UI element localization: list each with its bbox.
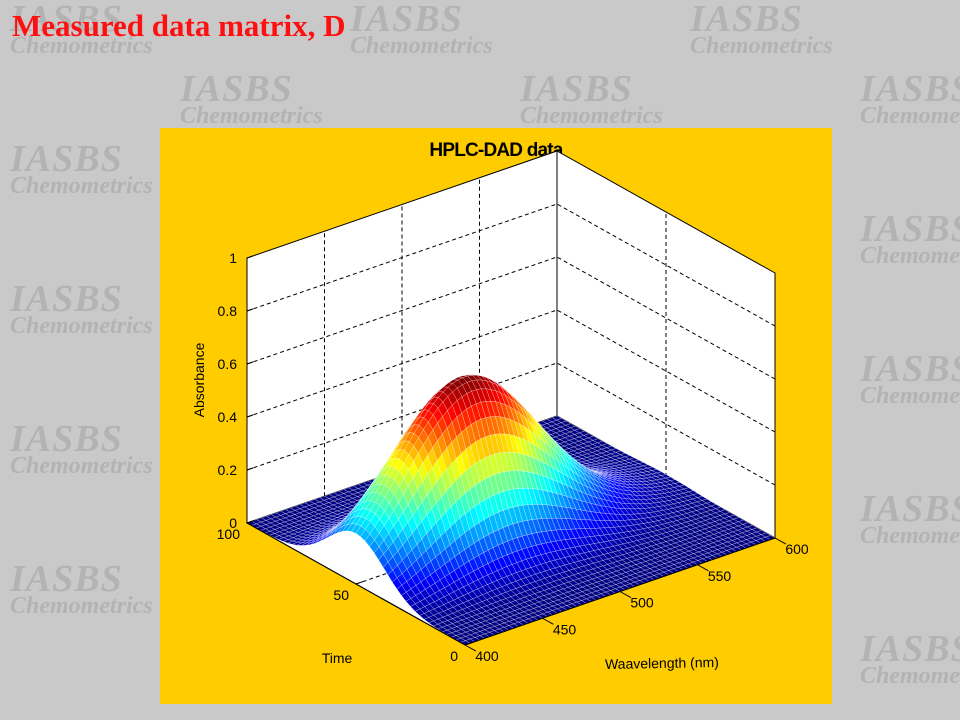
z-tick-mark [246, 414, 254, 418]
z-tick-mark [246, 255, 254, 259]
x-tick-mark [542, 617, 554, 625]
x-tick-label: 400 [475, 648, 499, 664]
grid-line [246, 256, 558, 365]
z-tick-label: 0.2 [218, 462, 238, 478]
y-axis-label: Time [322, 650, 353, 666]
slide-title: Measured data matrix, D [12, 8, 346, 43]
x-axis-label: Waavelength (nm) [605, 654, 719, 672]
z-tick-label: 0.4 [218, 409, 238, 425]
x-tick-mark [774, 537, 787, 545]
z-tick-label: 0.8 [218, 303, 238, 319]
z-tick-mark [246, 520, 254, 524]
x-tick-label: 550 [708, 568, 732, 584]
y-tick-label: 50 [333, 587, 349, 603]
z-tick-mark [246, 308, 254, 312]
axes-front [246, 255, 787, 652]
z-tick-label: 0 [229, 515, 237, 531]
x-tick-mark [619, 591, 632, 599]
z-axis-label: Absorbance [191, 342, 207, 417]
y-tick-mark [464, 641, 473, 646]
chart-title: HPLC-DAD data [429, 140, 563, 161]
chart-figure: HPLC-DAD data 400 450 500 550 600 0 50 100 0 0.2 0… [160, 128, 832, 704]
x-tick-mark [464, 644, 477, 652]
z-tick-label: 0.6 [218, 356, 238, 372]
x-tick-label: 500 [630, 595, 654, 611]
z-tick-mark [246, 361, 254, 365]
x-tick-mark [697, 564, 709, 572]
y-tick-mark [355, 580, 364, 585]
y-tick-label: 0 [450, 648, 458, 664]
data-surface [246, 374, 776, 646]
y-tick-label: 100 [217, 526, 241, 542]
z-tick-label: 1 [229, 250, 237, 266]
x-tick-label: 450 [553, 621, 577, 637]
z-tick-mark [246, 467, 254, 471]
surface-plot: HPLC-DAD data 40045050055060005010000.20… [191, 140, 809, 672]
x-tick-label: 600 [785, 541, 809, 557]
